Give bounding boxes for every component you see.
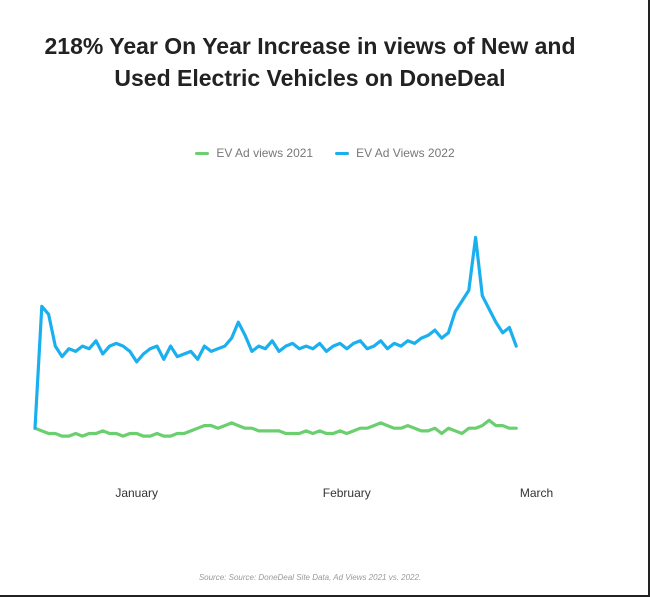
x-tick-label-march: March [520,486,553,500]
chart-title-line-2: Used Electric Vehicles on DoneDeal [114,65,506,91]
source-note: Source: Source: DoneDeal Site Data, Ad V… [198,573,422,582]
legend-label-2021: EV Ad views 2021 [216,146,314,160]
chart-title: 218% Year On Year Increase in views of N… [0,30,620,94]
series-line-ev-ad-views-2021 [33,418,518,438]
legend-swatch-2021 [195,151,210,155]
x-tick-label-february: February [323,486,371,500]
series-line-ev-ad-views-2022 [33,235,518,430]
legend-label-2022: EV Ad Views 2022 [356,146,455,160]
x-tick-label-january: January [115,486,158,500]
legend-item-2021: EV Ad views 2021 [195,146,313,160]
legend-swatch-2022 [335,151,350,155]
legend-item-2022: EV Ad Views 2022 [335,146,455,160]
chart-legend: EV Ad views 2021 EV Ad Views 2022 [0,146,650,160]
chart-title-line-1: 218% Year On Year Increase in views of N… [44,33,576,59]
